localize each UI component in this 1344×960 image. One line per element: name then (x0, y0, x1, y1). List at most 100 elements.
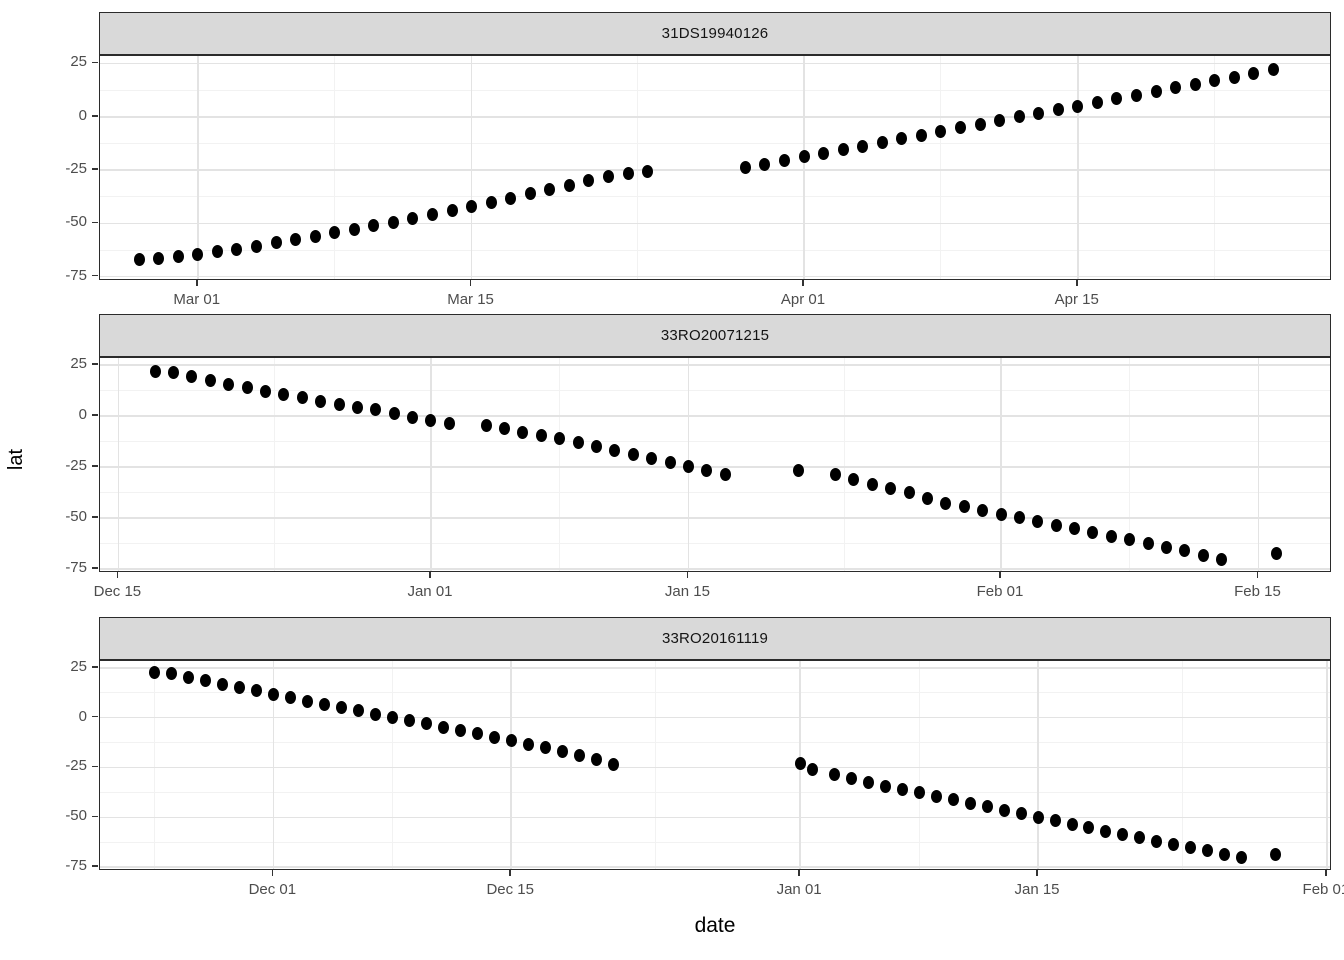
data-point (524, 187, 536, 201)
facet-panel (99, 55, 1331, 280)
data-point (505, 734, 517, 748)
facet-strip: 33RO20071215 (99, 314, 1331, 357)
grid-major-y (100, 766, 1330, 769)
grid-major-x (470, 56, 473, 279)
data-point (333, 398, 345, 412)
data-point (1117, 828, 1129, 842)
facet-strip-label: 33RO20161119 (661, 630, 769, 647)
grid-minor-x (844, 358, 846, 571)
data-point (480, 418, 492, 432)
data-point (403, 714, 415, 728)
data-point (535, 429, 547, 443)
data-point (250, 684, 262, 698)
data-point (488, 730, 500, 744)
data-point (866, 478, 878, 492)
data-point (1091, 95, 1103, 109)
data-point (885, 482, 897, 496)
y-tick-mark (92, 567, 98, 569)
x-tick-mark (999, 572, 1001, 578)
grid-major-x (1077, 56, 1079, 279)
data-point (1130, 88, 1142, 102)
x-tick-label: Jan 15 (664, 583, 710, 600)
grid-minor-x (655, 661, 657, 869)
grid-major-y (100, 866, 1330, 868)
data-point (505, 191, 517, 205)
data-point (284, 691, 296, 705)
data-point (1185, 840, 1197, 854)
data-point (499, 422, 511, 435)
data-point (958, 500, 970, 514)
x-tick-mark (469, 280, 472, 286)
grid-minor-y (100, 196, 1330, 198)
data-point (573, 748, 585, 762)
x-tick-label: Feb 15 (1234, 583, 1281, 600)
data-point (1216, 553, 1228, 567)
data-point (1197, 548, 1209, 562)
data-point (954, 121, 966, 135)
data-point (544, 183, 556, 196)
x-tick-mark (1256, 572, 1259, 578)
y-tick-mark (92, 61, 98, 64)
data-point (522, 737, 534, 751)
x-tick-label: Jan 15 (1014, 881, 1060, 898)
y-tick-mark (92, 465, 98, 467)
grid-major-y (100, 222, 1330, 225)
data-point (719, 467, 731, 481)
data-point (309, 229, 321, 243)
data-point (896, 132, 908, 146)
data-point (609, 444, 621, 458)
data-point (590, 753, 602, 767)
grid-major-x (1326, 661, 1328, 869)
data-point (1134, 831, 1146, 845)
data-point (947, 793, 959, 807)
x-tick-mark (1076, 280, 1078, 286)
data-point (642, 164, 654, 178)
grid-minor-x (153, 661, 155, 869)
x-tick-mark (802, 280, 804, 286)
data-point (233, 680, 245, 694)
data-point (1271, 547, 1283, 561)
data-point (485, 196, 497, 210)
data-point (896, 782, 908, 796)
y-tick-label: -50 (65, 807, 87, 825)
grid-minor-y (100, 841, 1330, 843)
data-point (994, 114, 1006, 128)
data-point (388, 406, 400, 420)
data-point (426, 207, 438, 221)
y-tick-mark (92, 274, 98, 277)
grid-minor-x (559, 358, 561, 571)
data-point (387, 215, 399, 229)
data-point (133, 253, 145, 267)
x-tick-mark (116, 572, 119, 578)
grid-minor-y (100, 692, 1330, 694)
x-tick-label: Mar 15 (447, 291, 494, 308)
data-point (921, 491, 933, 505)
grid-major-y (100, 466, 1330, 468)
data-point (794, 757, 806, 770)
data-point (622, 166, 634, 180)
data-point (1151, 834, 1163, 848)
data-point (192, 247, 204, 261)
y-tick-label: -75 (65, 266, 87, 284)
y-tick-label: -75 (65, 857, 87, 875)
data-point (830, 467, 842, 481)
y-tick-mark (92, 516, 98, 518)
data-point (602, 170, 614, 184)
grid-major-x (1257, 358, 1260, 571)
data-point (701, 463, 713, 477)
data-point (556, 744, 568, 758)
data-point (879, 779, 891, 793)
data-point (329, 226, 341, 240)
y-tick-mark (92, 363, 98, 365)
x-tick-label: Dec 15 (93, 583, 142, 600)
x-tick-mark (509, 870, 511, 876)
data-point (1083, 821, 1095, 835)
grid-minor-y (100, 492, 1330, 493)
grid-minor-x (637, 56, 639, 279)
data-point (1105, 529, 1117, 543)
data-point (930, 789, 942, 803)
data-point (998, 803, 1010, 817)
data-point (267, 687, 279, 701)
data-point (278, 388, 290, 402)
data-point (583, 174, 595, 188)
